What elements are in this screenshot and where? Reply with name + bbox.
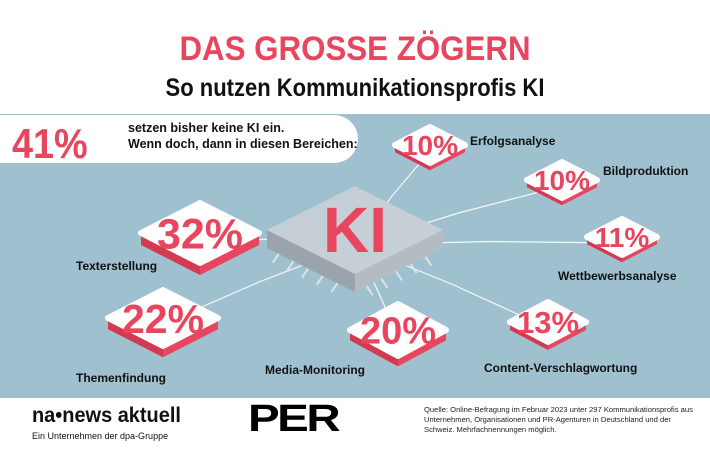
chip-pin <box>380 278 389 289</box>
tile-value-label: 22% <box>122 296 204 342</box>
summary-percent: 41% <box>12 120 88 167</box>
chip-pin <box>395 270 403 282</box>
chip-left-face <box>267 230 355 292</box>
summary-line-2: Wenn doch, dann in diesen Bereichen: <box>128 137 358 151</box>
tile-value-label: 10% <box>534 165 590 196</box>
ki-chip: KI <box>267 186 443 296</box>
tile-value-label: 20% <box>360 311 436 353</box>
tile-value-label: 10% <box>402 130 458 161</box>
chip-pin <box>330 282 339 293</box>
tile-top <box>524 159 600 201</box>
tile-top <box>347 301 449 359</box>
tile-category-label: Themenfindung <box>76 371 166 385</box>
tile-category-label: Wettbewerbsanalyse <box>558 269 677 283</box>
summary-line-1: setzen bisher keine KI ein. <box>128 121 285 135</box>
tile-value-label: 32% <box>157 210 243 258</box>
chip-pin <box>301 267 309 279</box>
percent-tile: 32%Texterstellung <box>76 200 262 275</box>
percent-tile: 11% Wettbewerbsanalyse <box>558 216 677 283</box>
chip-pin <box>409 263 418 274</box>
ki-chip-label: KI <box>323 194 387 266</box>
tile-top <box>138 200 262 266</box>
tile-top <box>392 124 468 166</box>
percent-tile: 22% Themenfindung <box>76 287 221 385</box>
chip-right-face <box>355 230 443 292</box>
percent-tile: 10% Bildproduktion <box>524 159 688 206</box>
tile-category-label: Bildproduktion <box>603 164 688 178</box>
chip-pin <box>286 260 295 271</box>
tile-top <box>584 216 660 258</box>
tile-category-label: Content-Verschlagwortung <box>484 361 637 375</box>
percent-tile: 10% Erfolgsanalyse <box>392 124 556 171</box>
per-logo: PER <box>248 398 341 440</box>
chip-pin <box>365 285 374 296</box>
page-subtitle: So nutzen Kommunikationsprofis KI <box>165 74 545 102</box>
tile-category-label: Erfolgsanalyse <box>470 134 556 148</box>
percent-tile: 13% Content-Verschlagwortung <box>484 299 637 375</box>
chip-pin <box>271 253 280 264</box>
tile-top <box>507 299 589 345</box>
summary-box <box>0 115 358 163</box>
tile-value-label: 13% <box>517 305 579 340</box>
percent-tiles: 10% Erfolgsanalyse 10% Bildproduktion 11% Wet… <box>76 124 688 385</box>
page-title: DAS GROSSE ZÖGERN <box>179 30 531 68</box>
tile-category-label: Media-Monitoring <box>265 363 365 377</box>
chip-pin <box>315 275 324 286</box>
source-note: Quelle: Online-Befragung im Februar 2023… <box>424 405 693 434</box>
percent-tile: 20% Media-Monitoring <box>265 301 449 377</box>
news-aktuell-tagline: Ein Unternehmen der dpa-Gruppe <box>32 431 169 441</box>
tile-value-label: 11% <box>595 222 650 253</box>
news-aktuell-logo: na•news aktuell <box>32 404 181 427</box>
tile-category-label: Texterstellung <box>76 259 157 273</box>
chip-top-face <box>267 186 443 274</box>
tile-top <box>105 287 221 349</box>
chip-pin <box>424 256 433 267</box>
summary-text: setzen bisher keine KI ein. Wenn doch, d… <box>128 120 358 152</box>
